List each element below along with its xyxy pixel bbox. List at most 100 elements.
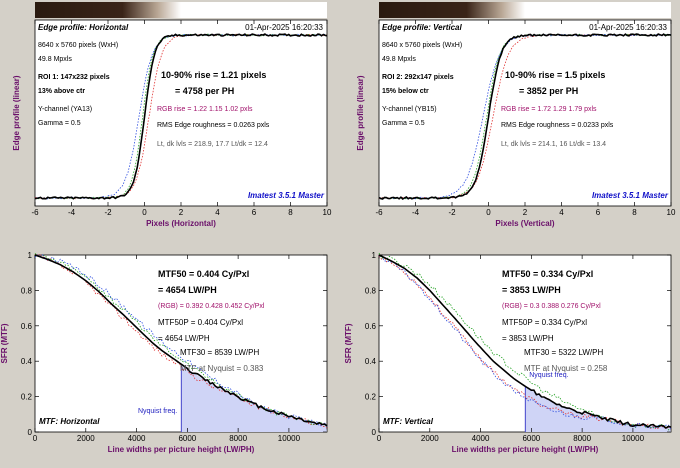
x-tick-label: 0 bbox=[142, 208, 147, 217]
y-tick-label: 0.4 bbox=[365, 357, 377, 366]
mtf-at-nyquist: MTF at Nyquist = 0.258 bbox=[524, 364, 608, 373]
mtf50-rgb: (RGB) = 0.392 0.428 0.452 Cy/Pxl bbox=[158, 303, 265, 310]
mtf50-result: MTF50 = 0.404 Cy/Pxl bbox=[158, 269, 249, 279]
mtf50-rgb: (RGB) = 0.3 0.388 0.276 Cy/Pxl bbox=[502, 303, 601, 310]
y-tick-label: 1 bbox=[372, 251, 377, 260]
chart-date: 01-Apr-2025 16:20:33 bbox=[245, 23, 323, 32]
edge-roughness: RMS Edge roughness = 0.0233 pxls bbox=[501, 122, 614, 129]
mtf-at-nyquist: MTF at Nyquist = 0.383 bbox=[180, 364, 264, 373]
x-tick-label: -4 bbox=[68, 208, 76, 217]
chart-title: Edge profile: Horizontal bbox=[38, 23, 129, 32]
nyquist-label: Nyquist freq. bbox=[138, 408, 177, 415]
plot-area bbox=[34, 19, 328, 207]
roi-line: 13% above ctr bbox=[38, 88, 85, 95]
x-tick-label: -6 bbox=[31, 208, 39, 217]
mtf-green-line bbox=[34, 253, 328, 427]
mtf50p-lwph: = 4654 LW/PH bbox=[158, 334, 210, 343]
channel-line: Y-channel (YA13) bbox=[38, 106, 92, 113]
chart-title: Edge profile: Vertical bbox=[382, 23, 463, 32]
edge-gradient-strip bbox=[35, 2, 327, 18]
x-axis-label: Pixels (Vertical) bbox=[495, 219, 554, 228]
x-tick-label: 10 bbox=[667, 208, 676, 217]
x-tick-label: 0 bbox=[377, 434, 382, 443]
chart-title: MTF: Vertical bbox=[383, 417, 434, 426]
x-tick-label: 0 bbox=[33, 434, 38, 443]
x-tick-label: 6000 bbox=[178, 434, 196, 443]
x-tick-label: 8 bbox=[632, 208, 637, 217]
y-axis-label: SFR (MTF) bbox=[0, 323, 9, 363]
imatest-master-label: Imatest 3.5.1 Master bbox=[592, 191, 669, 200]
x-tick-label: 2000 bbox=[77, 434, 95, 443]
x-tick-label: -2 bbox=[448, 208, 456, 217]
x-tick-label: -2 bbox=[104, 208, 112, 217]
y-tick-label: 0.2 bbox=[365, 393, 377, 402]
info-line: 8640 x 5760 pixels (WxH) bbox=[382, 42, 462, 49]
nyquist-label: Nyquist freq. bbox=[529, 372, 568, 379]
light-dark-levels: Lt, dk lvls = 214.1, 16 Lt/dk = 13.4 bbox=[501, 141, 606, 148]
info-line: 49.8 Mpxls bbox=[382, 56, 416, 63]
mtf50-lwph: = 4654 LW/PH bbox=[158, 285, 217, 295]
x-tick-label: 2000 bbox=[421, 434, 439, 443]
imatest-master-label: Imatest 3.5.1 Master bbox=[248, 191, 325, 200]
x-tick-label: 10 bbox=[323, 208, 332, 217]
y-tick-label: 0.6 bbox=[21, 322, 33, 331]
mtf-luminance-line bbox=[378, 254, 672, 429]
chart-title: MTF: Horizontal bbox=[39, 417, 100, 426]
mtf50-result: MTF50 = 0.334 Cy/Pxl bbox=[502, 269, 593, 279]
x-tick-label: 4 bbox=[559, 208, 564, 217]
mtf-luminance-line bbox=[34, 254, 328, 427]
mtf50p-lwph: = 3853 LW/PH bbox=[502, 334, 554, 343]
y-axis-label: SFR (MTF) bbox=[344, 323, 353, 363]
roi-line: 15% below ctr bbox=[382, 88, 429, 95]
y-tick-label: 0 bbox=[28, 428, 33, 437]
edge-panel-edge-vertical: -6 -4 -2 0 2 4 6 8 10 Edge profile: Vertical 01-Ap… bbox=[356, 19, 676, 228]
roi-line: ROI 1: 147x232 pixels bbox=[38, 74, 110, 81]
channel-line: Gamma = 0.5 bbox=[38, 120, 81, 127]
mtf-panel-mtf-vertical: 0 2000 4000 6000 8000 10000 0 0.2 0.4 0.6 0.8 1 MTF5… bbox=[344, 251, 672, 454]
x-tick-label: 10000 bbox=[622, 434, 645, 443]
x-tick-label: 4000 bbox=[128, 434, 146, 443]
y-tick-label: 0.6 bbox=[365, 322, 377, 331]
mtf50p-result: MTF50P = 0.404 Cy/Pxl bbox=[158, 318, 243, 327]
x-tick-label: 8000 bbox=[229, 434, 247, 443]
rise-per-ph: = 4758 per PH bbox=[175, 86, 234, 96]
x-tick-label: 8000 bbox=[573, 434, 591, 443]
mtf30-result: MTF30 = 5322 LW/PH bbox=[524, 348, 603, 357]
x-tick-label: 8 bbox=[288, 208, 293, 217]
mtf-panel-mtf-horizontal: 0 2000 4000 6000 8000 10000 0 0.2 0.4 0.6 0.8 1 MTF5… bbox=[0, 251, 328, 454]
rgb-rise: RGB rise = 1.22 1.15 1.02 pxls bbox=[157, 106, 253, 113]
x-tick-label: 10000 bbox=[278, 434, 301, 443]
channel-line: Gamma = 0.5 bbox=[382, 120, 425, 127]
rise-result: 10-90% rise = 1.5 pixels bbox=[505, 70, 605, 80]
edge-luminance-line bbox=[378, 33, 672, 201]
y-tick-label: 1 bbox=[28, 251, 33, 260]
x-axis-label: Line widths per picture height (LW/PH) bbox=[452, 445, 599, 454]
y-tick-label: 0.8 bbox=[365, 286, 377, 295]
edge-roughness: RMS Edge roughness = 0.0263 pxls bbox=[157, 122, 270, 129]
mtf30-result: MTF30 = 8539 LW/PH bbox=[180, 348, 259, 357]
y-tick-label: 0.4 bbox=[21, 357, 33, 366]
channel-line: Y-channel (YB15) bbox=[382, 106, 437, 113]
beyond-nyquist-shade bbox=[181, 364, 327, 432]
x-axis-label: Line widths per picture height (LW/PH) bbox=[108, 445, 255, 454]
x-tick-label: -6 bbox=[375, 208, 383, 217]
rise-result: 10-90% rise = 1.21 pixels bbox=[161, 70, 266, 80]
x-tick-label: 6000 bbox=[522, 434, 540, 443]
chart-date: 01-Apr-2025 16:20:33 bbox=[589, 23, 667, 32]
beyond-nyquist-shade bbox=[525, 386, 671, 432]
x-tick-label: 2 bbox=[523, 208, 528, 217]
info-line: 49.8 Mpxls bbox=[38, 56, 72, 63]
x-tick-label: 4 bbox=[215, 208, 220, 217]
y-tick-label: 0.2 bbox=[21, 393, 33, 402]
x-tick-label: 4000 bbox=[472, 434, 490, 443]
x-tick-label: 6 bbox=[252, 208, 257, 217]
rgb-rise: RGB rise = 1.72 1.29 1.79 pxls bbox=[501, 106, 597, 113]
x-tick-label: 2 bbox=[179, 208, 184, 217]
x-tick-label: 0 bbox=[486, 208, 491, 217]
x-tick-label: 6 bbox=[596, 208, 601, 217]
info-line: 8640 x 5760 pixels (WxH) bbox=[38, 42, 118, 49]
y-tick-label: 0 bbox=[372, 428, 377, 437]
edge-luminance-line bbox=[34, 33, 328, 200]
y-axis-label: Edge profile (linear) bbox=[356, 75, 365, 150]
